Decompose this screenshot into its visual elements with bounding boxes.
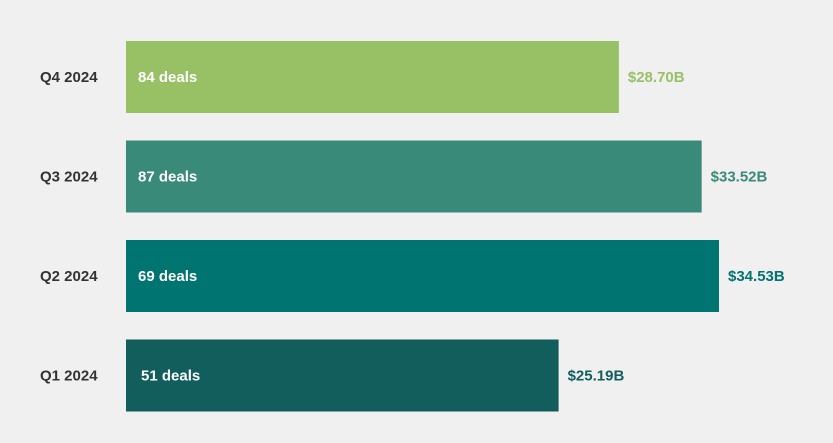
bar-value-label: $34.53B bbox=[728, 268, 785, 285]
bar-deal-label: 51 deals bbox=[141, 368, 200, 385]
bar-deal-label: 69 deals bbox=[138, 268, 197, 285]
bar-deal-label: 84 deals bbox=[138, 69, 197, 86]
bar bbox=[126, 339, 559, 412]
bar-value-label: $33.52B bbox=[711, 169, 768, 186]
bar bbox=[126, 240, 719, 312]
bar bbox=[126, 140, 702, 213]
bar bbox=[126, 41, 619, 113]
category-label: Q3 2024 bbox=[40, 169, 98, 186]
bar-deal-label: 87 deals bbox=[138, 169, 197, 186]
bar-value-label: $25.19B bbox=[568, 368, 625, 385]
category-label: Q4 2024 bbox=[40, 69, 98, 86]
category-label: Q1 2024 bbox=[40, 368, 98, 385]
bar-value-label: $28.70B bbox=[628, 69, 685, 86]
category-label: Q2 2024 bbox=[40, 268, 98, 285]
